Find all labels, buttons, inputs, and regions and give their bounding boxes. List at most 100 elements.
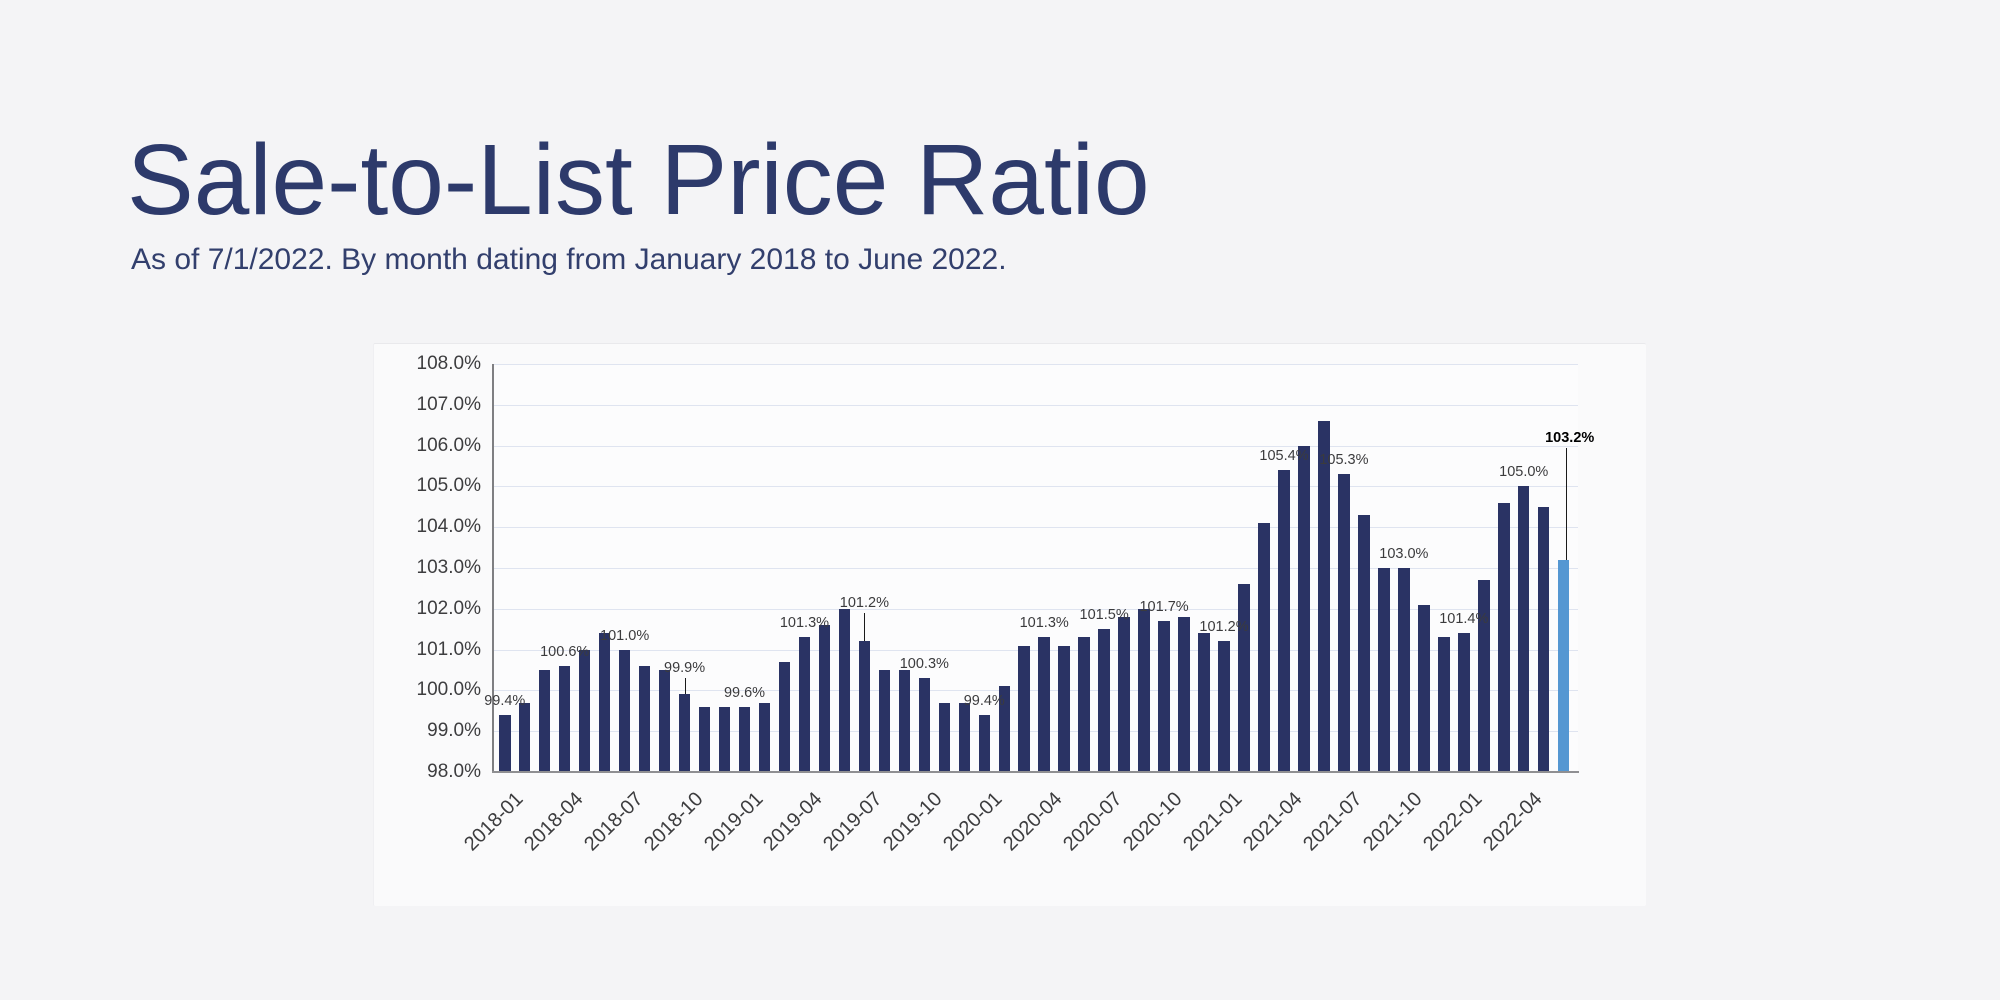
bar-2022-01[interactable] — [1458, 633, 1470, 772]
bar-2021-08[interactable] — [1358, 514, 1370, 772]
bar-value-label: 99.9% — [664, 660, 706, 677]
gridline — [493, 568, 1578, 569]
bar-2020-04[interactable] — [1038, 637, 1050, 772]
bar-value-label: 99.4% — [963, 692, 1005, 709]
bar-2019-12[interactable] — [958, 702, 971, 772]
gridline — [493, 404, 1578, 406]
bar-2019-01[interactable] — [738, 706, 751, 772]
bar-2018-04[interactable] — [558, 665, 571, 772]
bar-value-label: 105.0% — [1499, 464, 1549, 481]
bar-2018-06[interactable] — [598, 633, 611, 772]
bar-2021-09[interactable] — [1378, 568, 1390, 772]
bar-value-label: 101.3% — [1019, 615, 1069, 632]
bar-value-label: 101.4% — [1439, 611, 1489, 628]
bar-2021-06[interactable] — [1318, 421, 1330, 772]
bar-2019-09[interactable] — [898, 670, 911, 772]
bar-2019-03[interactable] — [778, 661, 791, 772]
bar-2020-02[interactable] — [998, 686, 1010, 772]
bar-2019-08[interactable] — [878, 670, 891, 772]
bar-2020-08[interactable] — [1118, 616, 1130, 772]
bar-2021-04[interactable] — [1278, 470, 1290, 772]
bar-2022-02[interactable] — [1478, 580, 1490, 772]
bar-2019-02[interactable] — [758, 702, 771, 772]
bar-2021-05[interactable] — [1298, 445, 1310, 772]
y-axis-tick-label: 101.0% — [416, 638, 481, 660]
bar-value-label: 103.0% — [1379, 546, 1429, 562]
gridline — [493, 527, 1578, 529]
bar-value-label: 101.2% — [839, 595, 889, 612]
bar-2018-08[interactable] — [638, 665, 651, 772]
gridline — [493, 649, 1578, 651]
bar-2022-04[interactable] — [1517, 486, 1530, 772]
page-title: Sale-to-List Price Ratio — [127, 124, 1150, 236]
bar-2021-12[interactable] — [1438, 637, 1450, 772]
y-axis-tick-label: 104.0% — [416, 516, 481, 538]
bar-2018-05[interactable] — [578, 649, 591, 772]
bar-2018-10[interactable] — [678, 694, 691, 772]
x-axis-line — [492, 771, 1579, 773]
bar-value-label: 99.6% — [723, 684, 766, 701]
bar-value-label: 100.3% — [899, 656, 949, 673]
y-axis-tick-label: 105.0% — [416, 475, 481, 497]
bar-2018-12[interactable] — [718, 706, 731, 772]
bar-2020-12[interactable] — [1198, 633, 1210, 772]
bar-2019-10[interactable] — [918, 678, 931, 772]
bar-2020-03[interactable] — [1018, 645, 1030, 772]
bar-2019-07[interactable] — [858, 641, 871, 772]
bar-2020-11[interactable] — [1178, 616, 1190, 772]
bar-value-label: 99.4% — [484, 692, 526, 709]
bar-2022-06[interactable] — [1557, 559, 1570, 772]
gridline — [493, 731, 1578, 733]
bar-2021-01[interactable] — [1218, 641, 1230, 772]
bar-2020-05[interactable] — [1058, 645, 1070, 772]
bar-value-label: 101.2% — [1199, 619, 1249, 636]
label-leader-line — [1565, 447, 1567, 560]
bar-2021-10[interactable] — [1398, 568, 1410, 772]
y-axis-tick-label: 103.0% — [416, 557, 481, 578]
y-axis-tick-label: 98.0% — [427, 761, 481, 782]
y-axis-tick-label: 100.0% — [416, 679, 481, 701]
y-axis-tick-label: 107.0% — [416, 393, 481, 415]
y-axis-tick-label: 106.0% — [416, 434, 481, 456]
y-axis-line — [492, 364, 494, 773]
bar-2018-09[interactable] — [658, 670, 671, 772]
bar-2020-01[interactable] — [978, 714, 991, 772]
bar-2021-07[interactable] — [1338, 474, 1350, 772]
y-axis-tick-label: 108.0% — [416, 353, 481, 374]
bar-2021-11[interactable] — [1418, 604, 1430, 772]
bar-2020-09[interactable] — [1138, 608, 1150, 772]
gridline — [493, 486, 1578, 488]
bar-value-label: 101.5% — [1079, 607, 1129, 624]
y-axis-tick-label: 99.0% — [427, 720, 481, 742]
bar-2018-03[interactable] — [538, 670, 551, 772]
bar-2021-03[interactable] — [1258, 523, 1270, 772]
bar-2018-02[interactable] — [518, 702, 531, 772]
bar-2019-11[interactable] — [938, 702, 951, 772]
bar-2018-07[interactable] — [618, 649, 631, 772]
gridline — [493, 364, 1578, 365]
bar-2020-06[interactable] — [1078, 637, 1090, 772]
bar-value-label: 105.3% — [1319, 452, 1369, 469]
gridline — [493, 608, 1578, 610]
bar-2019-05[interactable] — [818, 625, 831, 772]
bar-2022-03[interactable] — [1498, 502, 1510, 772]
y-axis-tick-label: 102.0% — [416, 597, 481, 619]
bar-value-label: 105.4% — [1259, 448, 1309, 465]
bar-2022-05[interactable] — [1537, 506, 1550, 772]
bar-2019-06[interactable] — [838, 608, 851, 772]
bar-value-label: 103.2% — [1545, 429, 1595, 446]
label-leader-line — [864, 613, 866, 642]
bar-2019-04[interactable] — [798, 637, 811, 772]
bar-value-label: 100.6% — [540, 643, 590, 660]
bar-2021-02[interactable] — [1238, 584, 1250, 772]
gridline — [493, 690, 1578, 692]
bar-value-label: 101.0% — [600, 627, 650, 644]
page-subtitle: As of 7/1/2022. By month dating from Jan… — [131, 243, 1007, 276]
label-leader-line — [684, 678, 686, 695]
bar-2018-11[interactable] — [698, 706, 711, 772]
bar-2018-01[interactable] — [499, 714, 511, 772]
plot-area: 108.0% 107.0% 106.0% 105.0% 104.0% 103.0% 102.… — [417, 353, 1595, 855]
bar-2020-10[interactable] — [1158, 621, 1170, 772]
bar-2020-07[interactable] — [1098, 629, 1110, 772]
